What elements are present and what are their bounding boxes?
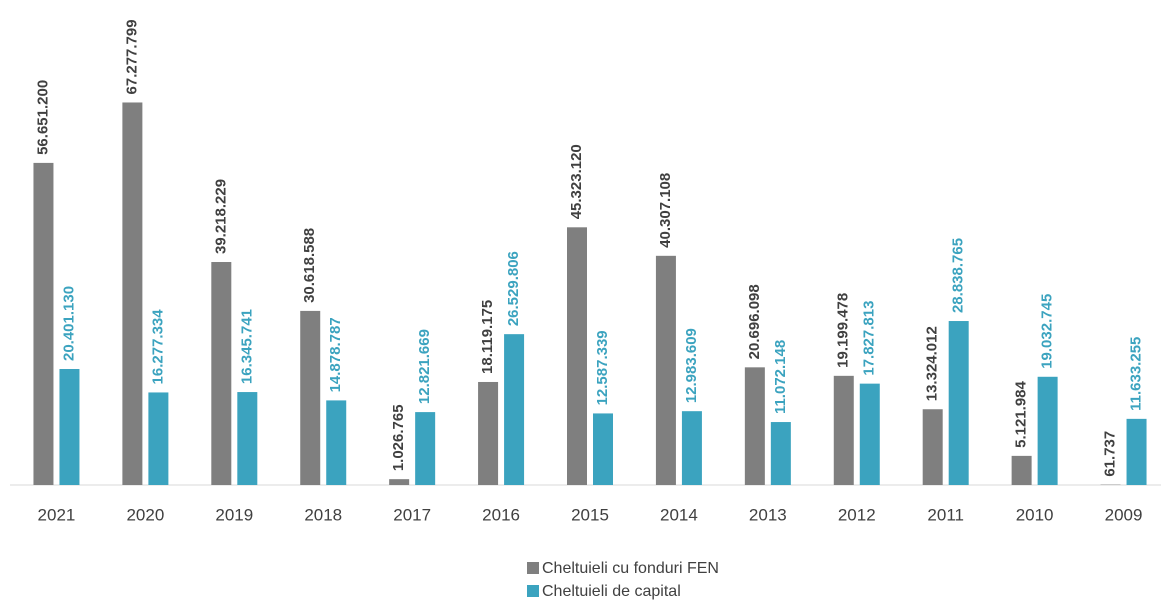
- bar: [478, 381, 499, 485]
- value-label: 39.218.229: [212, 179, 229, 254]
- x-tick-label: 2018: [304, 505, 342, 524]
- value-label: 12.587.339: [594, 330, 611, 405]
- bar: [415, 412, 436, 485]
- x-tick-label: 2015: [571, 505, 609, 524]
- value-label: 40.307.108: [657, 173, 674, 248]
- bar: [326, 400, 347, 485]
- bar: [567, 227, 587, 485]
- value-label: 14.878.787: [327, 317, 344, 392]
- value-label: 56.651.200: [34, 80, 51, 155]
- bar: [59, 369, 80, 485]
- bar: [1126, 418, 1147, 485]
- x-tick-label: 2014: [660, 505, 698, 524]
- bar: [655, 255, 676, 485]
- value-label: 61.737: [1102, 431, 1119, 477]
- x-tick-label: 2021: [38, 505, 76, 524]
- bar: [922, 409, 943, 485]
- bar: [300, 310, 321, 485]
- value-label: 30.618.588: [301, 228, 318, 303]
- x-tick-label: 2009: [1105, 505, 1143, 524]
- value-label: 13.324.012: [924, 326, 941, 401]
- value-label: 11.633.255: [1128, 337, 1145, 411]
- legend-swatch: [527, 562, 539, 574]
- bar: [948, 321, 969, 485]
- legend-label: Cheltuieli de capital: [542, 583, 681, 600]
- value-label: 67.277.799: [123, 19, 140, 94]
- bar: [504, 334, 525, 485]
- value-label: 26.529.806: [505, 251, 522, 326]
- bar: [122, 102, 143, 485]
- value-label: 16.277.334: [149, 309, 166, 385]
- value-label: 28.838.765: [950, 238, 967, 313]
- bar: [211, 262, 232, 485]
- bar: [859, 383, 880, 485]
- value-label: 19.199.478: [835, 293, 852, 368]
- bar: [389, 479, 410, 485]
- x-tick-label: 2016: [482, 505, 520, 524]
- bar: [593, 413, 613, 485]
- x-tick-label: 2019: [215, 505, 253, 524]
- value-label: 12.983.609: [683, 328, 700, 403]
- x-tick-label: 2013: [749, 505, 787, 524]
- x-tick-label: 2020: [126, 505, 164, 524]
- value-label: 17.827.813: [861, 301, 878, 376]
- x-tick-label: 2010: [1016, 505, 1054, 524]
- value-label: 18.119.175: [479, 300, 496, 374]
- value-label: 19.032.745: [1039, 294, 1056, 369]
- bar: [833, 375, 854, 485]
- value-label: 5.121.984: [1013, 380, 1030, 447]
- x-tick-label: 2017: [393, 505, 431, 524]
- bar: [770, 422, 791, 485]
- value-label: 12.821.669: [416, 329, 433, 404]
- bar: [1037, 376, 1058, 485]
- value-label: 20.696.098: [746, 284, 763, 359]
- bar: [681, 411, 702, 485]
- bar: [148, 392, 169, 485]
- legend-swatch: [527, 585, 539, 597]
- x-tick-label: 2011: [927, 505, 964, 524]
- value-label: 16.345.741: [238, 309, 255, 384]
- value-label: 20.401.130: [60, 286, 77, 361]
- legend-label: Cheltuieli cu fonduri FEN: [542, 560, 719, 577]
- bar: [1011, 455, 1032, 485]
- value-label: 45.323.120: [568, 144, 585, 219]
- x-tick-label: 2012: [838, 505, 876, 524]
- bar: [33, 162, 54, 485]
- bar: [744, 367, 765, 485]
- value-label: 11.072.148: [772, 340, 789, 414]
- value-label: 1.026.765: [390, 404, 407, 471]
- bar: [237, 392, 258, 485]
